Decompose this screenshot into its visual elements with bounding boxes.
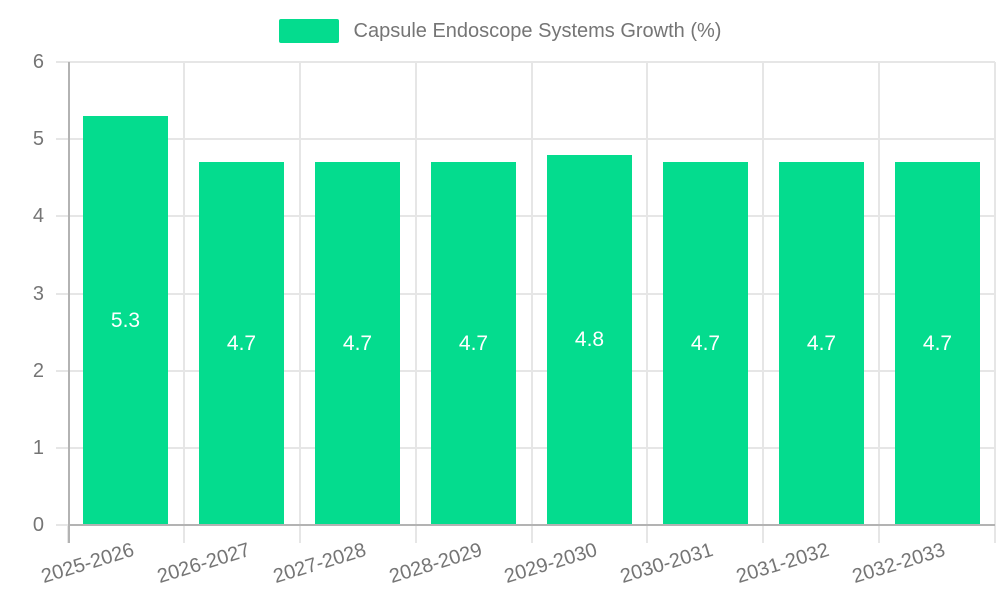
- x-axis-tick-label: 2032-2033: [849, 538, 948, 588]
- x-axis-tick-label: 2028-2029: [386, 538, 485, 588]
- x-axis-tick-label: 2025-2026: [38, 538, 137, 588]
- x-tick: [299, 525, 301, 543]
- x-tick: [646, 525, 648, 543]
- x-tick: [762, 525, 764, 543]
- legend-label[interactable]: Capsule Endoscope Systems Growth (%): [353, 20, 722, 42]
- x-axis-tick-label: 2026-2027: [154, 538, 253, 588]
- y-axis-line: [68, 62, 70, 543]
- y-axis-tick-label: 2: [32, 359, 44, 382]
- bar: [779, 162, 864, 525]
- bar-value-label: 4.7: [342, 332, 373, 355]
- bar-value-label: 4.7: [806, 332, 837, 355]
- x-tick: [531, 525, 533, 543]
- x-tick: [878, 525, 880, 543]
- y-tick: [56, 369, 68, 372]
- bar-value-label: 4.7: [458, 332, 489, 355]
- v-gridline: [762, 62, 764, 525]
- bar: [663, 162, 748, 525]
- v-gridline: [878, 62, 880, 525]
- v-gridline: [183, 62, 185, 525]
- v-gridline: [531, 62, 533, 525]
- y-tick: [56, 215, 68, 218]
- x-axis-tick-label: 2031-2032: [733, 538, 832, 588]
- x-tick: [183, 525, 185, 543]
- bar-value-label: 4.7: [690, 332, 721, 355]
- x-tick: [994, 525, 996, 543]
- x-axis-tick-label: 2027-2028: [270, 538, 369, 588]
- v-gridline: [415, 62, 417, 525]
- x-axis-tick-label: 2029-2030: [501, 538, 600, 588]
- bar: [315, 162, 400, 525]
- v-gridline: [646, 62, 648, 525]
- x-axis-tick-label: 2030-2031: [617, 538, 716, 588]
- y-tick: [56, 524, 68, 526]
- bar-value-label: 4.7: [226, 332, 257, 355]
- bar-value-label: 5.3: [110, 309, 141, 332]
- bar: [547, 155, 632, 525]
- y-axis-tick-label: 0: [32, 514, 44, 536]
- v-gridline: [299, 62, 301, 525]
- bar: [83, 116, 168, 525]
- y-tick: [56, 61, 68, 63]
- y-tick: [56, 292, 68, 295]
- y-axis-tick-label: 6: [32, 51, 44, 73]
- x-tick: [415, 525, 417, 543]
- y-tick: [56, 138, 68, 141]
- bar: [431, 162, 516, 525]
- x-axis-line: [68, 524, 995, 526]
- bar: [199, 162, 284, 525]
- plot-area: 5.3 4.7 4.7 4.7 4.8 4.7 4.7 4.7 0 1 2 3 4 5 6 2025-202…: [33, 51, 996, 588]
- legend-swatch[interactable]: [278, 19, 339, 43]
- bar: [895, 162, 980, 525]
- bar-value-label: 4.8: [574, 328, 605, 351]
- y-tick: [56, 446, 68, 449]
- y-axis-tick-label: 1: [32, 436, 44, 459]
- v-gridline: [994, 62, 996, 525]
- y-axis-tick-label: 5: [32, 128, 44, 151]
- bar-value-label: 4.7: [922, 332, 953, 355]
- legend[interactable]: Capsule Endoscope Systems Growth (%): [0, 18, 1000, 44]
- y-axis-tick-label: 4: [32, 205, 44, 228]
- y-axis-tick-label: 3: [32, 282, 44, 305]
